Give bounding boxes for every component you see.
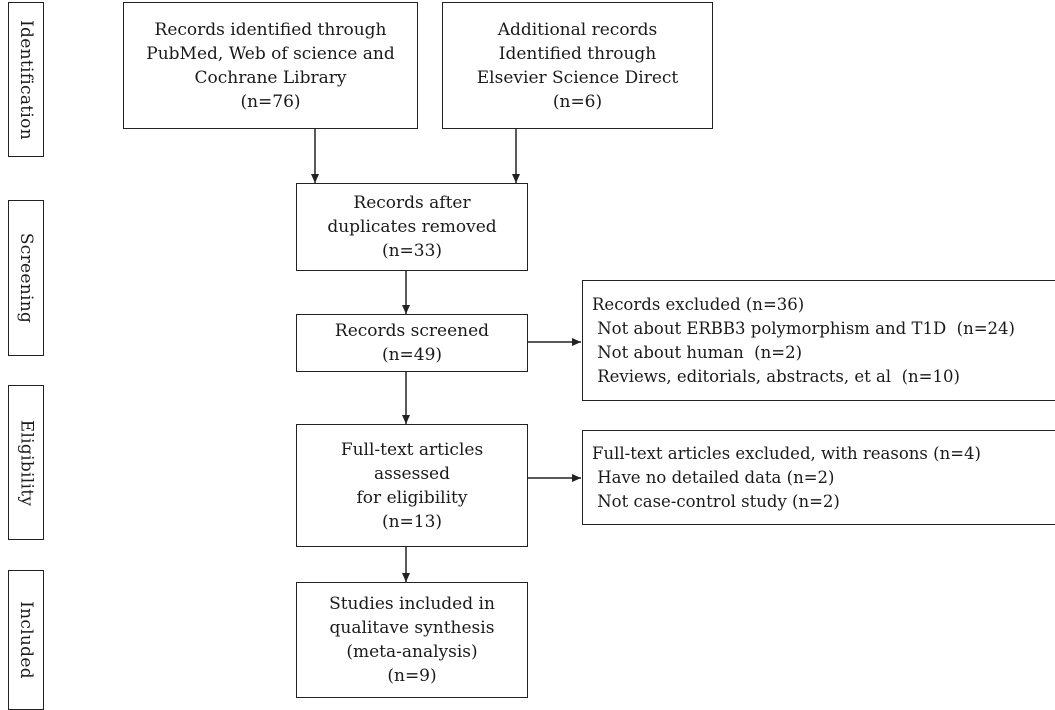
fulltext-excluded-reason-1: Have no detailed data (n=2): [592, 467, 835, 487]
stage-eligibility: Eligibility: [8, 385, 44, 540]
fulltext-excluded-box: Full-text articles excluded, with reason…: [582, 430, 1055, 525]
studies-included-box: Studies included in qualitave synthesis …: [296, 582, 528, 698]
duplicates-removed-line-2: duplicates removed: [327, 217, 497, 237]
additional-records-count: (n=6): [552, 91, 603, 112]
fulltext-excluded-title: Full-text articles excluded, with reason…: [592, 443, 981, 463]
additional-records-line-1: Additional records: [497, 19, 658, 40]
additional-records-box: Additional records Identified through El…: [442, 2, 713, 129]
fulltext-assessed-box: Full-text articles assessed for eligibil…: [296, 424, 528, 547]
studies-included-line-2: qualitave synthesis: [329, 618, 495, 638]
fulltext-assessed-line-3: for eligibility: [356, 487, 468, 508]
fulltext-assessed-line-1: Full-text articles: [340, 439, 484, 460]
records-identified-count: (n=76): [240, 91, 301, 112]
stage-included: Included: [8, 570, 44, 710]
studies-included-count: (n=9): [387, 666, 437, 686]
duplicates-removed-count: (n=33): [381, 241, 443, 261]
stage-screening: Screening: [8, 200, 44, 356]
fulltext-assessed-line-2: assessed: [373, 463, 451, 484]
records-excluded-reason-2: Not about human (n=2): [592, 342, 803, 362]
records-screened-box: Records screened (n=49): [296, 314, 528, 372]
records-excluded-title: Records excluded (n=36): [592, 294, 805, 314]
records-identified-line-1: Records identified through: [154, 19, 387, 40]
records-identified-line-3: Cochrane Library: [194, 67, 347, 88]
records-screened-count: (n=49): [381, 345, 443, 365]
records-excluded-reason-1: Not about ERBB3 polymorphism and T1D (n=…: [592, 318, 1015, 338]
studies-included-line-1: Studies included in: [329, 594, 495, 614]
records-excluded-box: Records excluded (n=36) Not about ERBB3 …: [582, 280, 1055, 401]
duplicates-removed-box: Records after duplicates removed (n=33): [296, 183, 528, 271]
additional-records-line-2: Identified through: [498, 43, 657, 64]
studies-included-line-3: (meta-analysis): [346, 642, 478, 662]
records-identified-box: Records identified through PubMed, Web o…: [123, 2, 418, 129]
records-screened-line-1: Records screened: [334, 321, 490, 341]
duplicates-removed-line-1: Records after: [353, 193, 471, 213]
stage-identification: Identification: [8, 2, 44, 157]
fulltext-assessed-count: (n=13): [381, 511, 443, 532]
records-identified-line-2: PubMed, Web of science and: [146, 43, 395, 64]
fulltext-excluded-reason-2: Not case-control study (n=2): [592, 491, 840, 511]
additional-records-line-3: Elsevier Science Direct: [476, 67, 679, 88]
records-excluded-reason-3: Reviews, editorials, abstracts, et al (n…: [592, 366, 960, 386]
